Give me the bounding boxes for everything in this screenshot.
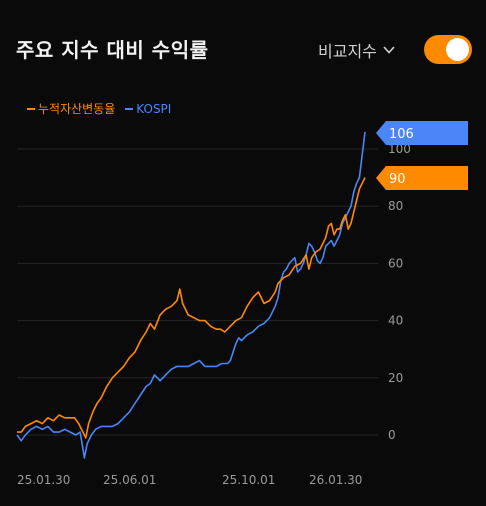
x-tick-label: 25.01.30 — [17, 473, 70, 487]
kospi-value-tag — [376, 121, 468, 145]
y-tick-label: 60 — [388, 256, 403, 270]
kospi-series-line — [16, 131, 366, 459]
portfolio-value-tag — [376, 166, 468, 190]
y-tick-label: 40 — [388, 314, 403, 328]
x-tick-label: 25.06.01 — [103, 473, 156, 487]
y-tick-label: 0 — [388, 428, 396, 442]
y-tick-label: 20 — [388, 371, 403, 385]
kospi-value-tag-label: 106 — [389, 127, 414, 142]
x-tick-label: 26.01.30 — [309, 473, 362, 487]
legend-label-kospi: KOSPI — [136, 101, 172, 116]
portfolio-series-line — [17, 177, 366, 439]
page-title: 주요 지수 대비 수익률 — [16, 38, 209, 62]
legend-item-kospi: KOSPI — [125, 100, 171, 117]
legend-label-portfolio: 누적자산변동율 — [38, 102, 116, 116]
compare-index-label: 비교지수 — [318, 42, 377, 61]
chevron-down-icon — [383, 46, 395, 54]
y-tick-label: 100 — [388, 142, 411, 156]
compare-index-dropdown[interactable]: 비교지수 — [318, 38, 396, 62]
legend-swatch-portfolio — [27, 107, 35, 110]
toggle-knob — [446, 38, 469, 61]
legend-item-portfolio: 누적자산변동율 — [27, 100, 115, 117]
y-tick-label: 80 — [388, 199, 403, 213]
portfolio-value-tag-label: 90 — [389, 172, 406, 187]
chart-legend: 누적자산변동율 KOSPI — [27, 100, 171, 117]
legend-swatch-kospi — [125, 107, 134, 110]
compare-index-toggle[interactable] — [424, 35, 472, 64]
x-tick-label: 25.10.01 — [222, 473, 275, 487]
